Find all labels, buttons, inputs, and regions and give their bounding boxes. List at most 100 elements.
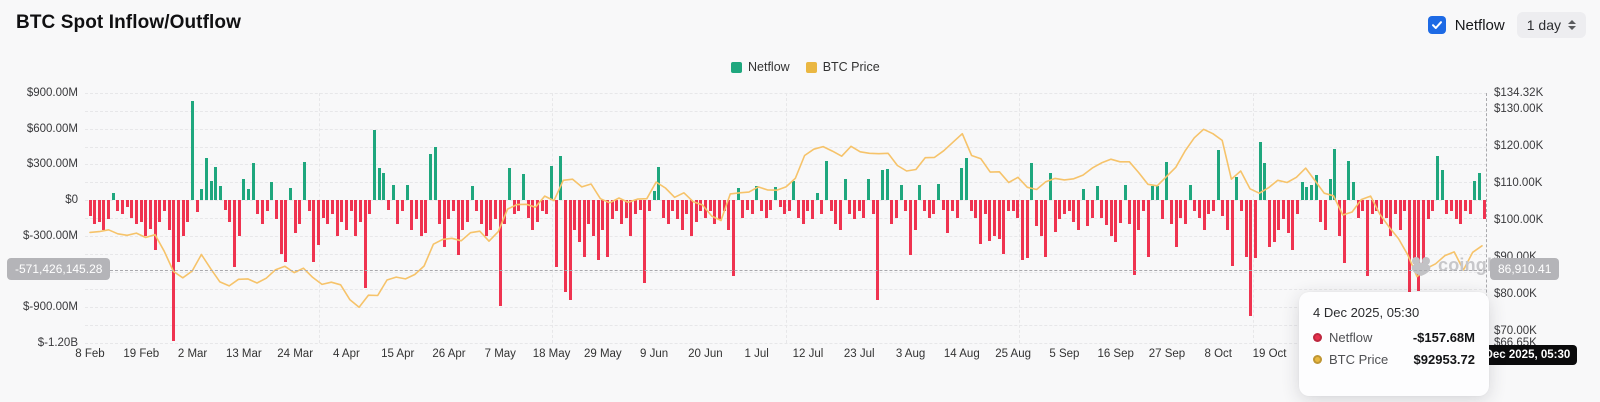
x-axis-tick-label: 5 Sep xyxy=(1049,348,1080,360)
netflow-bar xyxy=(242,178,246,201)
netflow-bar xyxy=(536,200,540,222)
interval-select[interactable]: 1 day xyxy=(1516,12,1586,38)
netflow-bar xyxy=(1356,200,1360,218)
netflow-bar xyxy=(1309,184,1313,201)
netflow-toggle[interactable]: Netflow xyxy=(1427,16,1505,34)
netflow-bar xyxy=(554,200,558,267)
netflow-bar xyxy=(1170,200,1174,224)
x-axis-tick-label: 14 Aug xyxy=(943,348,980,360)
checkbox-checked-icon[interactable] xyxy=(1427,16,1446,34)
x-axis-tick-label: 1 Jul xyxy=(744,348,769,360)
x-axis-tick-label: 2 Mar xyxy=(177,348,208,360)
netflow-bar xyxy=(256,200,260,215)
netflow-bar xyxy=(1188,184,1192,201)
netflow-bar xyxy=(624,200,628,218)
netflow-bar xyxy=(424,200,428,234)
netflow-bar xyxy=(1230,200,1234,266)
netflow-bar xyxy=(396,200,400,224)
netflow-bar xyxy=(1151,186,1155,201)
x-axis-tick-label: 23 Jul xyxy=(843,348,875,360)
netflow-bar xyxy=(610,200,614,220)
netflow-bar xyxy=(988,200,992,241)
netflow-bar xyxy=(298,200,302,224)
y-axis-left-label: $0 xyxy=(65,194,78,207)
netflow-bar xyxy=(107,200,111,220)
netflow-bar xyxy=(144,200,148,236)
chart-tooltip: 4 Dec 2025, 05:30 Netflow -$157.68M BTC … xyxy=(1299,292,1489,396)
netflow-bar xyxy=(978,200,982,245)
netflow-bar xyxy=(340,200,344,222)
header-controls: Netflow 1 day xyxy=(1427,12,1586,38)
netflow-bar xyxy=(1198,200,1202,218)
crosshair-vertical-line xyxy=(1486,93,1487,343)
netflow-bar xyxy=(1244,200,1248,258)
gridline-horizontal xyxy=(85,343,1487,344)
netflow-bar xyxy=(321,200,325,218)
netflow-bar xyxy=(1142,200,1146,211)
x-axis-tick-label: 20 Jun xyxy=(688,348,723,360)
netflow-bar xyxy=(372,129,376,201)
netflow-bar xyxy=(689,200,693,236)
netflow-bar xyxy=(1006,200,1010,211)
plot-area[interactable] xyxy=(85,93,1487,344)
x-axis-tick-label: 15 Apr xyxy=(381,348,415,360)
netflow-bar xyxy=(699,200,703,211)
netflow-bar xyxy=(1384,200,1388,218)
interval-value: 1 day xyxy=(1526,17,1561,33)
netflow-bar xyxy=(307,200,311,211)
netflow-bar xyxy=(214,166,218,201)
netflow-bar xyxy=(433,146,437,201)
netflow-bar xyxy=(358,200,362,222)
netflow-bar xyxy=(1109,200,1113,236)
netflow-bar xyxy=(261,200,264,224)
y-axis-right-label: $120.00K xyxy=(1494,139,1544,152)
netflow-bar xyxy=(904,200,908,211)
netflow-bar xyxy=(1473,181,1477,201)
tooltip-label: Netflow xyxy=(1329,330,1373,345)
netflow-bar xyxy=(270,182,274,201)
netflow-bar xyxy=(1137,200,1141,230)
netflow-bar xyxy=(484,200,488,236)
netflow-bar xyxy=(1184,200,1188,224)
netflow-bar xyxy=(508,168,512,201)
netflow-bar xyxy=(284,200,288,263)
netflow-bar xyxy=(727,200,731,230)
netflow-bar xyxy=(400,200,404,211)
netflow-bar xyxy=(885,169,889,201)
netflow-bar xyxy=(848,200,852,215)
netflow-bar xyxy=(1048,172,1052,201)
netflow-bar xyxy=(1463,200,1467,211)
netflow-bar xyxy=(386,200,390,210)
gridline-vertical xyxy=(1252,93,1254,343)
x-axis-tick-label: 25 Aug xyxy=(995,348,1032,360)
legend-label: BTC Price xyxy=(822,60,880,74)
stepper-icon[interactable] xyxy=(1568,20,1576,30)
netflow-bar xyxy=(745,200,749,210)
netflow-bar xyxy=(452,200,456,211)
netflow-bar xyxy=(456,200,460,255)
netflow-bar xyxy=(97,200,101,222)
netflow-bar xyxy=(811,200,815,220)
netflow-bar xyxy=(974,200,978,218)
netflow-bar xyxy=(680,200,684,230)
netflow-bar xyxy=(1319,200,1323,222)
x-axis-tick-label: 3 Aug xyxy=(895,348,926,360)
netflow-bar xyxy=(191,101,195,201)
netflow-swatch-icon xyxy=(731,61,742,73)
y-axis-right-label: $100.00K xyxy=(1494,213,1544,226)
netflow-bar xyxy=(582,200,586,258)
tooltip-value: -$157.68M xyxy=(1412,330,1475,345)
netflow-bar xyxy=(1291,200,1295,251)
netflow-bar xyxy=(237,200,241,236)
legend-item-netflow[interactable]: Netflow xyxy=(731,60,790,74)
gridline-vertical xyxy=(552,93,553,343)
netflow-bar xyxy=(251,163,255,201)
y-axis-left-netflow: $900.00M$600.00M$300.00M$0$-300.00M$-600… xyxy=(0,87,78,349)
netflow-bar xyxy=(871,200,875,215)
netflow-bar xyxy=(1020,200,1024,260)
y-axis-left-label: $600.00M xyxy=(26,122,78,135)
netflow-bar xyxy=(1258,141,1262,201)
legend-item-btc-price[interactable]: BTC Price xyxy=(805,60,880,74)
netflow-bar xyxy=(1431,200,1435,211)
netflow-bar xyxy=(274,200,278,220)
